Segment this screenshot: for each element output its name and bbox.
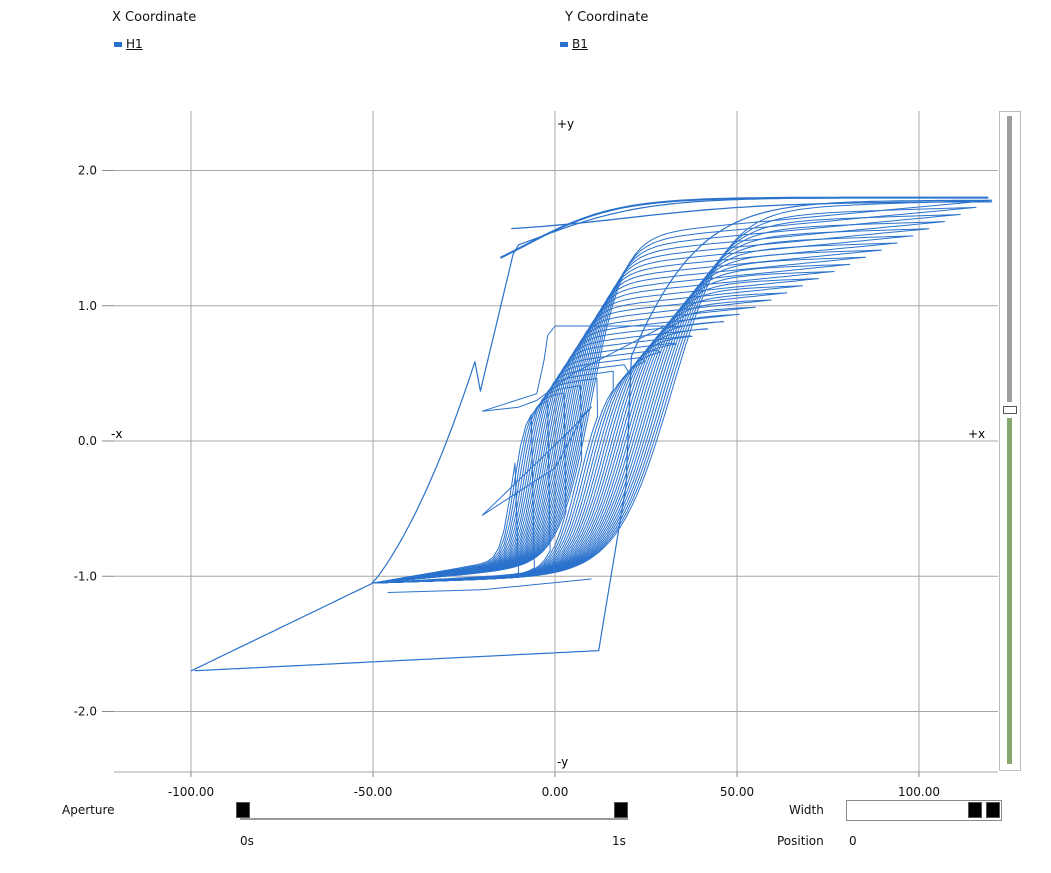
- vertical-zoom-upper-bar[interactable]: [1007, 116, 1012, 402]
- x-coordinate-title: X Coordinate: [112, 10, 197, 25]
- bottom-return-line: [387, 578, 592, 593]
- position-label: Position: [777, 834, 824, 848]
- aperture-end-label: 1s: [612, 834, 626, 848]
- inner-loop-line: [482, 325, 676, 412]
- aperture-slider-track[interactable]: [240, 818, 628, 820]
- y-tick-label: -2.0: [74, 705, 97, 719]
- grid-lines: [114, 111, 998, 773]
- pos-y-marker: +y: [557, 117, 574, 131]
- y-series-legend[interactable]: B1: [560, 37, 588, 51]
- pos-x-marker: +x: [968, 427, 985, 441]
- aperture-start-label: 0s: [240, 834, 254, 848]
- position-value: 0: [849, 834, 857, 848]
- width-slider[interactable]: [846, 800, 1002, 821]
- minor-loop-line: [372, 228, 930, 584]
- hysteresis-curves: [190, 196, 993, 672]
- x-tick-label: 0.00: [542, 785, 569, 799]
- x-series-swatch: [114, 41, 122, 47]
- y-series-swatch: [560, 41, 568, 47]
- saturation-inner-line: [511, 201, 992, 230]
- x-series-legend[interactable]: H1: [114, 37, 143, 51]
- aperture-start-handle[interactable]: [236, 802, 250, 818]
- x-tick-label: 50.00: [720, 785, 754, 799]
- neg-x-marker: -x: [111, 427, 122, 441]
- width-label: Width: [789, 803, 824, 817]
- tick-labels: -100.00 -50.00 0.00 50.00 100.00 2.0 1.0 0.0 -1.…: [74, 164, 940, 800]
- neg-y-marker: -y: [557, 755, 568, 769]
- major-loop-descending-line: [194, 199, 992, 672]
- minor-loop-line: [372, 199, 993, 584]
- aperture-end-handle[interactable]: [614, 802, 628, 818]
- width-right-handle[interactable]: [986, 802, 1000, 818]
- y-tick-label: -1.0: [74, 569, 97, 583]
- aperture-label: Aperture: [62, 803, 115, 817]
- y-tick-label: 0.0: [78, 434, 97, 448]
- y-series-link[interactable]: B1: [572, 37, 588, 51]
- vertical-zoom-handle[interactable]: [1003, 406, 1017, 414]
- x-series-link[interactable]: H1: [126, 37, 143, 51]
- inner-loop-small-line: [481, 406, 592, 516]
- width-left-handle[interactable]: [968, 802, 982, 818]
- x-tick-label: -100.00: [168, 785, 214, 799]
- major-loop-ascending-line: [190, 197, 989, 672]
- vertical-zoom-lower-bar[interactable]: [1007, 418, 1012, 764]
- y-tick-label: 2.0: [78, 164, 97, 178]
- minor-loop-line: [372, 242, 898, 584]
- y-coordinate-title: Y Coordinate: [565, 10, 649, 25]
- x-tick-label: -50.00: [354, 785, 393, 799]
- minor-loop-line: [372, 221, 945, 584]
- x-tick-label: 100.00: [898, 785, 940, 799]
- saturation-line: [499, 196, 989, 259]
- y-tick-label: 1.0: [78, 299, 97, 313]
